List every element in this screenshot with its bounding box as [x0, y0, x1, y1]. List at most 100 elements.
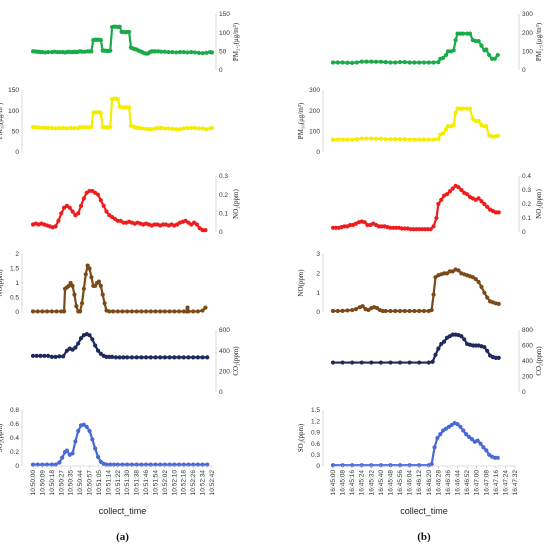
point-a-no2-14 [70, 209, 75, 214]
point-a-no-17 [79, 301, 85, 306]
ytick-label-a-pm25-1: 50 [219, 49, 227, 56]
point-b-no2-38 [439, 197, 444, 202]
xtick-label-a-14: 10:52:02 [162, 470, 169, 496]
point-b-no-30 [442, 271, 447, 276]
point-b-no2-44 [456, 185, 461, 190]
point-b-pm25-2 [340, 60, 345, 65]
point-b-pm25-34 [467, 31, 473, 36]
point-b-no2-20 [388, 225, 393, 230]
point-b-pm25-44 [495, 52, 500, 58]
xtick-label-a-12: 10:51:46 [143, 470, 150, 496]
point-b-co2-34 [496, 355, 501, 360]
point-a-co2-27 [117, 355, 122, 360]
point-b-pm25-37 [476, 38, 481, 44]
point-a-so2-6 [57, 460, 62, 465]
point-a-so2-45 [205, 462, 210, 467]
point-a-co2-44 [195, 355, 200, 360]
point-b-pm10-22 [436, 137, 441, 142]
point-a-pm10-60 [196, 126, 201, 131]
point-a-co2-28 [121, 355, 126, 360]
point-b-co2-12 [433, 352, 438, 357]
point-a-no-45 [172, 309, 177, 314]
xtick-label-b-0: 16:45:00 [330, 470, 337, 496]
point-a-so2-32 [143, 462, 149, 467]
point-a-pm10-32 [115, 96, 120, 102]
point-b-pm10-15 [402, 137, 407, 142]
xtick-label-a-13: 10:51:54 [152, 470, 159, 496]
ytick-label-b-pm10-0: 0 [316, 149, 320, 156]
point-b-co2-18 [450, 332, 455, 337]
point-b-so2-29 [481, 445, 486, 450]
point-a-so2-0 [30, 462, 36, 467]
point-b-pm25-17 [412, 60, 417, 65]
ytick-label-a-so2-2: 0.4 [10, 435, 19, 442]
point-a-so2-12 [73, 439, 78, 444]
xtick-label-a-18: 10:52:34 [200, 470, 207, 496]
point-a-no-52 [195, 309, 200, 314]
point-a-co2-32 [139, 355, 144, 360]
ytick-label-a-so2-1: 0.2 [10, 449, 19, 456]
point-a-no2-61 [203, 228, 208, 233]
xtick-label-b-4: 16:45:32 [368, 470, 375, 496]
point-b-no-35 [456, 268, 461, 273]
point-a-co2-8 [61, 354, 66, 359]
point-a-co2-46 [205, 355, 210, 360]
point-a-co2-12 [73, 345, 78, 350]
point-a-no2-10 [59, 211, 64, 216]
point-b-no2-32 [422, 227, 428, 232]
xtick-label-b-1: 16:45:08 [340, 470, 347, 496]
point-b-co2-9 [417, 360, 422, 365]
point-b-no2-16 [376, 224, 382, 229]
point-a-so2-28 [125, 462, 130, 467]
point-b-pm10-26 [445, 124, 451, 129]
point-b-pm10-18 [417, 137, 422, 142]
point-a-no-38 [139, 309, 144, 314]
point-a-pm10-52 [166, 126, 171, 131]
ytick-label-a-pm25-2: 100 [219, 30, 230, 37]
point-a-pm25-74 [204, 50, 209, 55]
point-b-no-19 [402, 308, 407, 314]
ytick-label-b-so2-1: 0.3 [311, 452, 320, 459]
point-b-so2-24 [466, 434, 472, 439]
series-line-b-pm25 [333, 32, 499, 65]
point-a-pm25-68 [181, 49, 186, 55]
point-a-pm25-70 [189, 49, 194, 55]
panel-label-a: (a) [116, 531, 129, 543]
point-a-pm10-12 [72, 125, 77, 131]
point-b-pm25-1 [335, 60, 340, 65]
ytick-label-b-no-2: 2 [316, 271, 320, 278]
ylabel-b-so2: SO₂(ppm) [297, 423, 305, 452]
point-b-no2-17 [379, 224, 384, 229]
point-b-co2-14 [439, 341, 444, 347]
xtick-label-b-2: 16:45:16 [349, 470, 356, 496]
point-b-pm25-18 [417, 60, 422, 65]
point-b-so2-25 [469, 437, 474, 442]
point-a-so2-41 [186, 462, 191, 467]
point-b-pm25-4 [350, 60, 355, 66]
point-b-no2-53 [482, 201, 487, 207]
ylabel-b-co2: CO₂(ppm) [535, 346, 543, 376]
point-a-co2-2 [38, 353, 43, 358]
point-b-so2-27 [475, 438, 480, 443]
point-b-co2-10 [426, 360, 431, 365]
series-line-a-no [33, 264, 207, 313]
ytick-label-b-so2-3: 0.9 [311, 430, 320, 437]
point-a-so2-24 [108, 462, 113, 467]
point-b-pm10-16 [407, 137, 412, 142]
point-a-no-51 [191, 309, 196, 314]
point-b-pm25-3 [345, 60, 350, 65]
point-b-pm25-21 [431, 60, 436, 65]
xtick-label-b-19: 16:47:32 [512, 470, 519, 496]
point-b-pm25-19 [421, 60, 427, 65]
point-b-pm10-40 [484, 124, 489, 129]
point-a-pm25-64 [166, 49, 171, 55]
point-b-pm10-28 [451, 123, 456, 128]
point-b-pm10-17 [412, 137, 417, 142]
point-b-so2-12 [432, 445, 437, 450]
point-b-co2-21 [459, 334, 464, 339]
ylabel-b-pm10: PM₁₀(μg/m³) [297, 102, 305, 139]
point-b-pm10-7 [364, 136, 369, 141]
point-a-no2-8 [53, 224, 58, 229]
point-a-so2-31 [139, 462, 144, 467]
point-a-no2-23 [95, 192, 101, 197]
